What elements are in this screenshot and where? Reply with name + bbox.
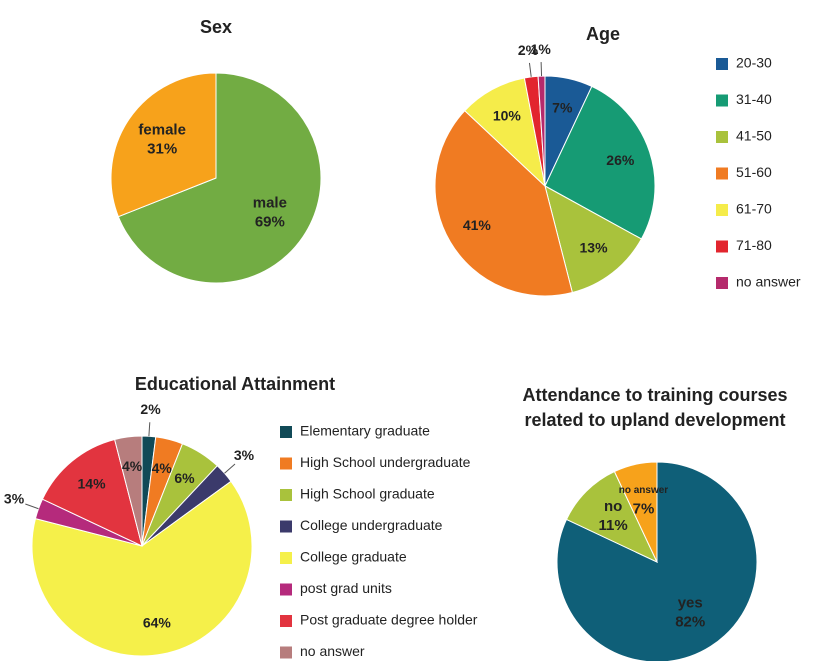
data-label: 4% [152,460,173,476]
legend-swatch [716,131,728,143]
legend-label: 41-50 [736,128,772,144]
slice-name: no answer [619,485,669,496]
legend-swatch [716,240,728,253]
data-label: 41% [463,217,492,233]
slice-name: yes [678,594,703,611]
legend-label: College undergraduate [300,517,443,533]
data-label: 7% [552,99,573,115]
pie-slice [537,75,546,187]
pie-slice [544,185,643,294]
legend-label: 61-70 [736,201,772,217]
data-label: 1% [531,41,552,57]
legend-swatch [716,204,728,216]
legend-swatch [716,58,728,70]
leader-line [224,463,236,474]
legend-label: High School graduate [300,486,435,502]
legend-swatch [280,552,292,564]
legend-swatch [280,457,292,470]
legend-label: no answer [300,643,365,659]
data-label: 64% [143,615,172,631]
legend-swatch [280,426,292,438]
legend-swatch [280,646,292,659]
slice-name: no [604,498,622,515]
legend-label: post grad units [300,580,392,596]
legend-label: 20-30 [736,55,772,71]
pie-slice [31,480,253,657]
data-label: 69% [255,214,285,231]
pie-chart: Sex male 69% female 31% [110,17,322,284]
legend-swatch [280,615,292,627]
pie-slice [613,461,658,563]
leader-line [148,422,151,437]
data-label: 4% [122,458,143,474]
pie-slice [114,435,143,547]
chart-title: Age [586,24,620,44]
legend-swatch [280,489,292,501]
legend-swatch [280,583,292,596]
legend-label: 31-40 [736,91,772,107]
data-label: 6% [174,470,195,486]
legend-swatch [716,167,728,180]
data-label: 11% [599,517,628,534]
legend-swatch [716,94,728,107]
legend-label: 51-60 [736,164,772,180]
slice-name: female [138,121,186,138]
data-label: 2% [140,401,161,417]
legend-label: High School undergraduate [300,454,471,470]
pie-chart: Educational Attainment2%4%6%3%64%3%14%4%… [4,374,478,659]
legend-label: Post graduate degree holder [300,612,478,628]
legend-label: Elementary graduate [300,423,430,439]
pie-slice [434,109,573,297]
pie-slice [41,438,143,547]
legend-swatch [716,277,728,289]
chart-title: Educational Attainment [135,374,335,394]
data-label: 13% [580,239,609,255]
chart-title: Sex [200,17,232,37]
chart-title: related to upland development [524,410,785,430]
data-label: 82% [675,613,705,630]
legend-label: College graduate [300,549,407,565]
slice-name: male [253,195,287,212]
data-label: 2% [518,42,539,58]
data-label: 10% [493,107,522,123]
data-label: 31% [147,140,177,157]
legend-label: no answer [736,274,801,290]
pie-slice [110,72,217,218]
data-label: 3% [4,491,25,507]
chart-title: Attendance to training courses [522,385,787,405]
legend-swatch [280,520,292,533]
leader-line [528,62,532,77]
data-label: 14% [78,476,107,492]
legend-label: 71-80 [736,237,772,253]
pie-chart: Attendance to training courses related to… [522,385,788,661]
pie-slice [117,72,322,284]
leader-line [25,503,39,510]
data-label: 3% [234,447,255,463]
pie-slice [565,470,659,564]
data-label: 26% [606,152,635,168]
pie-chart: Age 7% 26% 13% 41% 10% 2%1% 20-30 31-40 41-50 51-6… [434,24,801,297]
data-label: 7% [633,500,655,517]
